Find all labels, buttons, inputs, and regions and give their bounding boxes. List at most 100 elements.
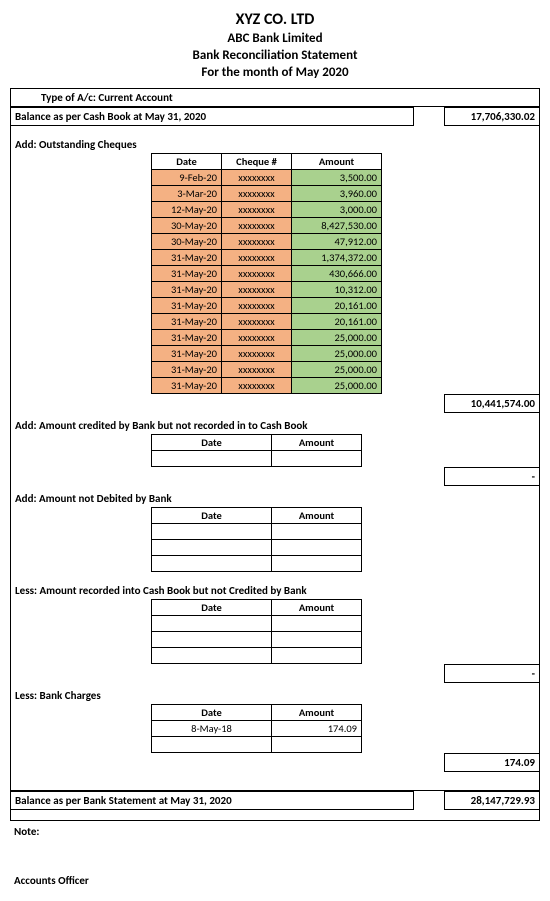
table-row: 12-May-20xxxxxxxx3,000.00 [152, 202, 382, 218]
col-date-header: Date [152, 705, 272, 721]
cheque-number: xxxxxxxx [222, 218, 292, 234]
not-debited-table: Date Amount [151, 507, 362, 572]
document-title: Bank Reconciliation Statement [10, 48, 540, 63]
cheque-number: xxxxxxxx [222, 362, 292, 378]
cheque-amount: 8,427,530.00 [292, 218, 382, 234]
table-row: 31-May-20xxxxxxxx1,374,372.00 [152, 250, 382, 266]
bank-charges-table: Date Amount 8-May-18 174.09 [151, 704, 362, 753]
table-row: 9-Feb-20xxxxxxxx3,500.00 [152, 170, 382, 186]
table-row: 31-May-20xxxxxxxx10,312.00 [152, 282, 382, 298]
cheque-date: 31-May-20 [152, 330, 222, 346]
col-amount-header: Amount [292, 154, 382, 170]
cheque-date: 31-May-20 [152, 250, 222, 266]
cheque-date: 9-Feb-20 [152, 170, 222, 186]
cheque-date: 31-May-20 [152, 314, 222, 330]
closing-value: 28,147,729.93 [444, 791, 539, 810]
cheque-amount: 1,374,372.00 [292, 250, 382, 266]
cheque-number: xxxxxxxx [222, 314, 292, 330]
closing-balance-row: Balance as per Bank Statement at May 31,… [11, 790, 539, 810]
cheque-date: 30-May-20 [152, 234, 222, 250]
cheque-number: xxxxxxxx [222, 346, 292, 362]
col-amount-header: Amount [272, 508, 362, 524]
closing-label: Balance as per Bank Statement at May 31,… [11, 791, 414, 810]
cheque-date: 31-May-20 [152, 298, 222, 314]
table-row: 30-May-20xxxxxxxx8,427,530.00 [152, 218, 382, 234]
cheque-amount: 3,000.00 [292, 202, 382, 218]
col-date-header: Date [152, 435, 272, 451]
recorded-not-credited-table: Date Amount [151, 599, 362, 664]
cheque-number: xxxxxxxx [222, 266, 292, 282]
note-label: Note: [10, 821, 540, 842]
charges-subtotal: 174.09 [444, 753, 539, 772]
cheque-amount: 3,500.00 [292, 170, 382, 186]
cheque-date: 12-May-20 [152, 202, 222, 218]
table-row: 3-Mar-20xxxxxxxx3,960.00 [152, 186, 382, 202]
col-amount-header: Amount [272, 435, 362, 451]
cheque-number: xxxxxxxx [222, 330, 292, 346]
account-type: Type of A/c: Current Account [11, 89, 539, 107]
recorded-not-credited-label: Less: Amount recorded into Cash Book but… [11, 578, 539, 599]
cheque-amount: 47,912.00 [292, 234, 382, 250]
cheque-date: 31-May-20 [152, 266, 222, 282]
bank-name: ABC Bank Limited [10, 31, 540, 46]
cheque-amount: 25,000.00 [292, 330, 382, 346]
col-amount-header: Amount [272, 705, 362, 721]
col-cheque-header: Cheque # [222, 154, 292, 170]
col-date-header: Date [152, 508, 272, 524]
table-row: 31-May-20xxxxxxxx25,000.00 [152, 362, 382, 378]
cheque-number: xxxxxxxx [222, 186, 292, 202]
cheque-amount: 20,161.00 [292, 298, 382, 314]
credited-subtotal: - [444, 467, 539, 486]
opening-balance-row: Balance as per Cash Book at May 31, 2020… [11, 107, 539, 126]
table-row: 31-May-20xxxxxxxx20,161.00 [152, 298, 382, 314]
col-date-header: Date [152, 154, 222, 170]
credited-not-recorded-table: Date Amount [151, 434, 362, 467]
outstanding-subtotal-row: 10,441,574.00 [11, 394, 539, 413]
cheque-date: 31-May-20 [152, 346, 222, 362]
table-row: 31-May-20xxxxxxxx25,000.00 [152, 346, 382, 362]
recorded-subtotal: - [444, 664, 539, 683]
cheque-amount: 3,960.00 [292, 186, 382, 202]
company-name: XYZ CO. LTD [10, 10, 540, 29]
cheque-number: xxxxxxxx [222, 202, 292, 218]
charges-subtotal-row: 174.09 [11, 753, 539, 772]
table-row: 31-May-20xxxxxxxx25,000.00 [152, 378, 382, 394]
table-row: 8-May-18 174.09 [152, 721, 362, 737]
table-row: 30-May-20xxxxxxxx47,912.00 [152, 234, 382, 250]
cheque-number: xxxxxxxx [222, 170, 292, 186]
cheque-amount: 25,000.00 [292, 362, 382, 378]
outstanding-label: Add: Outstanding Cheques [11, 132, 539, 153]
cheque-number: xxxxxxxx [222, 250, 292, 266]
not-debited-label: Add: Amount not Debited by Bank [11, 486, 539, 507]
cheque-number: xxxxxxxx [222, 298, 292, 314]
cheque-date: 3-Mar-20 [152, 186, 222, 202]
opening-label: Balance as per Cash Book at May 31, 2020 [11, 107, 414, 126]
bank-charges-label: Less: Bank Charges [11, 683, 539, 704]
cheque-date: 31-May-20 [152, 362, 222, 378]
cheque-date: 30-May-20 [152, 218, 222, 234]
document-header: XYZ CO. LTD ABC Bank Limited Bank Reconc… [10, 10, 540, 80]
recorded-subtotal-row: - [11, 664, 539, 683]
cheque-amount: 10,312.00 [292, 282, 382, 298]
charge-amount: 174.09 [272, 721, 362, 737]
outstanding-subtotal: 10,441,574.00 [444, 394, 539, 413]
col-amount-header: Amount [272, 600, 362, 616]
credited-not-recorded-label: Add: Amount credited by Bank but not rec… [11, 413, 539, 434]
cheque-amount: 25,000.00 [292, 378, 382, 394]
accounts-officer-label: Accounts Officer [10, 870, 540, 891]
cheque-date: 31-May-20 [152, 378, 222, 394]
table-row: 31-May-20xxxxxxxx20,161.00 [152, 314, 382, 330]
cheque-date: 31-May-20 [152, 282, 222, 298]
cheque-number: xxxxxxxx [222, 282, 292, 298]
charge-date: 8-May-18 [152, 721, 272, 737]
table-row: 31-May-20xxxxxxxx25,000.00 [152, 330, 382, 346]
col-date-header: Date [152, 600, 272, 616]
cheque-amount: 430,666.00 [292, 266, 382, 282]
cheque-amount: 25,000.00 [292, 346, 382, 362]
outstanding-cheques-table: Date Cheque # Amount 9-Feb-20xxxxxxxx3,5… [151, 153, 382, 394]
reconciliation-box: Type of A/c: Current Account Balance as … [10, 88, 540, 821]
credited-subtotal-row: - [11, 467, 539, 486]
cheque-number: xxxxxxxx [222, 378, 292, 394]
cheque-amount: 20,161.00 [292, 314, 382, 330]
table-row: 31-May-20xxxxxxxx430,666.00 [152, 266, 382, 282]
